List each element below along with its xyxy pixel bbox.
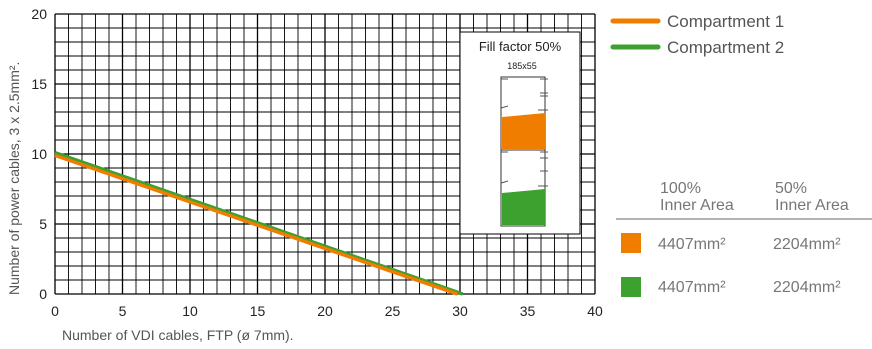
y-tick-label: 0 [39,286,47,302]
x-tick-label: 40 [587,303,603,319]
row-1-swatch [621,233,641,253]
y-tick-label: 20 [31,6,47,22]
x-axis-title: Number of VDI cables, FTP (ø 7mm). [62,327,294,343]
y-tick-label: 10 [31,146,47,162]
fill-factor-inset: Fill factor 50% 185x55 [459,31,581,235]
y-tick-label: 15 [31,76,47,92]
series-line-compartment-1 [54,153,458,296]
series-line-compartment-2 [54,150,464,296]
row-2-half-area: 2204mm² [773,279,841,296]
row-1-half-area: 2204mm² [773,236,841,253]
inset-compartment-2 [500,149,548,227]
inset-compartment-1 [500,76,548,151]
x-tick-label: 30 [452,303,468,319]
col2-header-line2: Inner Area [775,197,849,214]
inset-title: Fill factor 50% [479,39,562,54]
row-2-swatch [621,277,641,297]
legend: Compartment 1 Compartment 2 [610,12,784,57]
row-1-full-area: 4407mm² [658,236,726,253]
x-tick-label: 5 [119,303,127,319]
x-tick-label: 0 [51,303,59,319]
inset-subtitle: 185x55 [507,61,537,71]
series-lines [54,150,464,296]
x-tick-label: 25 [385,303,401,319]
y-axis-title: Number of power cables, 3 x 2.5mm². [6,62,22,295]
x-tick-label: 10 [182,303,198,319]
x-tick-label: 15 [250,303,266,319]
x-tick-label: 35 [520,303,536,319]
y-tick-label: 5 [39,216,47,232]
col2-header-line1: 50% [775,180,807,197]
col1-header-line1: 100% [660,180,701,197]
y-tick-labels: 0 5 10 15 20 [31,6,47,302]
col1-header-line2: Inner Area [660,197,734,214]
legend-label: Compartment 1 [667,12,784,31]
x-tick-label: 20 [317,303,333,319]
row-2-full-area: 4407mm² [658,279,726,296]
x-tick-labels: 0 5 10 15 20 25 30 35 40 [51,303,603,319]
legend-label: Compartment 2 [667,38,784,57]
area-table: 100% Inner Area 50% Inner Area 4407mm² 2… [616,180,872,297]
